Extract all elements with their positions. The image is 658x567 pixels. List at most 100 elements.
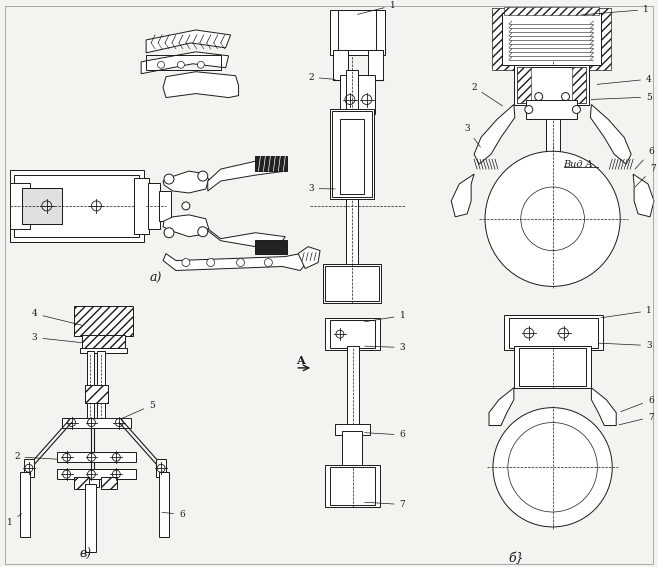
- Bar: [82, 335, 125, 350]
- Circle shape: [182, 202, 190, 210]
- Polygon shape: [141, 52, 228, 74]
- Text: 6: 6: [365, 430, 405, 439]
- Bar: [10, 170, 144, 242]
- Circle shape: [207, 259, 215, 266]
- Bar: [346, 70, 358, 269]
- Bar: [492, 8, 611, 70]
- Text: 7: 7: [365, 500, 405, 509]
- Polygon shape: [590, 104, 631, 164]
- Bar: [333, 50, 348, 80]
- Bar: [88, 472, 99, 487]
- Circle shape: [350, 326, 354, 330]
- Text: A: A: [296, 356, 305, 366]
- Bar: [325, 318, 380, 350]
- Bar: [330, 10, 385, 55]
- Bar: [62, 417, 131, 428]
- Bar: [325, 466, 380, 507]
- Bar: [517, 67, 586, 103]
- Circle shape: [178, 61, 184, 68]
- Polygon shape: [633, 174, 654, 217]
- Polygon shape: [208, 229, 286, 247]
- Text: в): в): [80, 548, 91, 561]
- Circle shape: [164, 174, 174, 184]
- Bar: [338, 10, 376, 50]
- Text: 6: 6: [162, 510, 185, 519]
- Circle shape: [535, 92, 543, 100]
- Circle shape: [157, 61, 164, 68]
- Bar: [323, 264, 381, 303]
- Bar: [159, 191, 171, 221]
- Text: 2: 2: [308, 73, 335, 82]
- Bar: [156, 459, 166, 477]
- Bar: [255, 240, 288, 253]
- Bar: [57, 452, 136, 462]
- Polygon shape: [163, 171, 209, 193]
- Circle shape: [197, 61, 204, 68]
- Bar: [74, 477, 89, 489]
- Polygon shape: [451, 174, 474, 217]
- Bar: [24, 459, 34, 477]
- Polygon shape: [298, 247, 320, 269]
- Bar: [22, 188, 62, 224]
- Text: Вид A: Вид A: [563, 160, 593, 168]
- Text: б}: б}: [509, 552, 524, 565]
- Polygon shape: [146, 30, 230, 53]
- Circle shape: [525, 105, 533, 113]
- Bar: [517, 67, 531, 103]
- Bar: [148, 183, 160, 229]
- Text: 2: 2: [14, 452, 57, 462]
- Bar: [514, 65, 590, 104]
- Bar: [335, 424, 370, 435]
- Polygon shape: [489, 388, 514, 426]
- Bar: [10, 183, 30, 229]
- Text: 6: 6: [620, 396, 654, 412]
- Bar: [101, 477, 117, 489]
- Circle shape: [182, 259, 190, 266]
- Text: 7: 7: [619, 413, 654, 425]
- Bar: [84, 484, 97, 552]
- Text: 3: 3: [599, 341, 651, 350]
- Bar: [80, 348, 127, 353]
- Bar: [86, 351, 95, 422]
- Circle shape: [164, 228, 174, 238]
- Text: 3: 3: [308, 184, 335, 193]
- Polygon shape: [474, 104, 515, 164]
- Circle shape: [508, 422, 597, 512]
- Bar: [22, 188, 62, 224]
- Bar: [330, 467, 374, 505]
- Bar: [347, 346, 359, 428]
- Polygon shape: [208, 161, 286, 191]
- Text: 2: 2: [471, 83, 503, 106]
- Bar: [325, 265, 379, 301]
- Bar: [514, 346, 592, 388]
- Text: 3: 3: [32, 333, 83, 342]
- Bar: [545, 65, 559, 189]
- Text: 1: 1: [581, 5, 649, 15]
- Bar: [504, 315, 603, 350]
- Circle shape: [561, 92, 570, 100]
- Text: а): а): [149, 272, 161, 285]
- Circle shape: [572, 105, 580, 113]
- Bar: [504, 7, 599, 15]
- Text: 3: 3: [365, 343, 405, 352]
- Circle shape: [198, 227, 208, 236]
- Bar: [20, 472, 30, 537]
- Bar: [340, 120, 364, 194]
- Text: 1: 1: [357, 1, 395, 14]
- Circle shape: [521, 187, 584, 251]
- Text: 4: 4: [597, 75, 652, 84]
- Text: 1: 1: [601, 306, 652, 318]
- Text: 6: 6: [635, 147, 654, 169]
- Bar: [572, 67, 586, 103]
- Bar: [526, 100, 578, 120]
- Circle shape: [237, 259, 245, 266]
- Text: 1: 1: [365, 311, 405, 321]
- Bar: [97, 351, 105, 422]
- Bar: [340, 75, 374, 115]
- Polygon shape: [163, 71, 239, 98]
- Circle shape: [198, 171, 208, 181]
- Circle shape: [493, 408, 612, 527]
- Text: 4: 4: [32, 309, 83, 325]
- Circle shape: [485, 151, 620, 286]
- Bar: [502, 13, 601, 65]
